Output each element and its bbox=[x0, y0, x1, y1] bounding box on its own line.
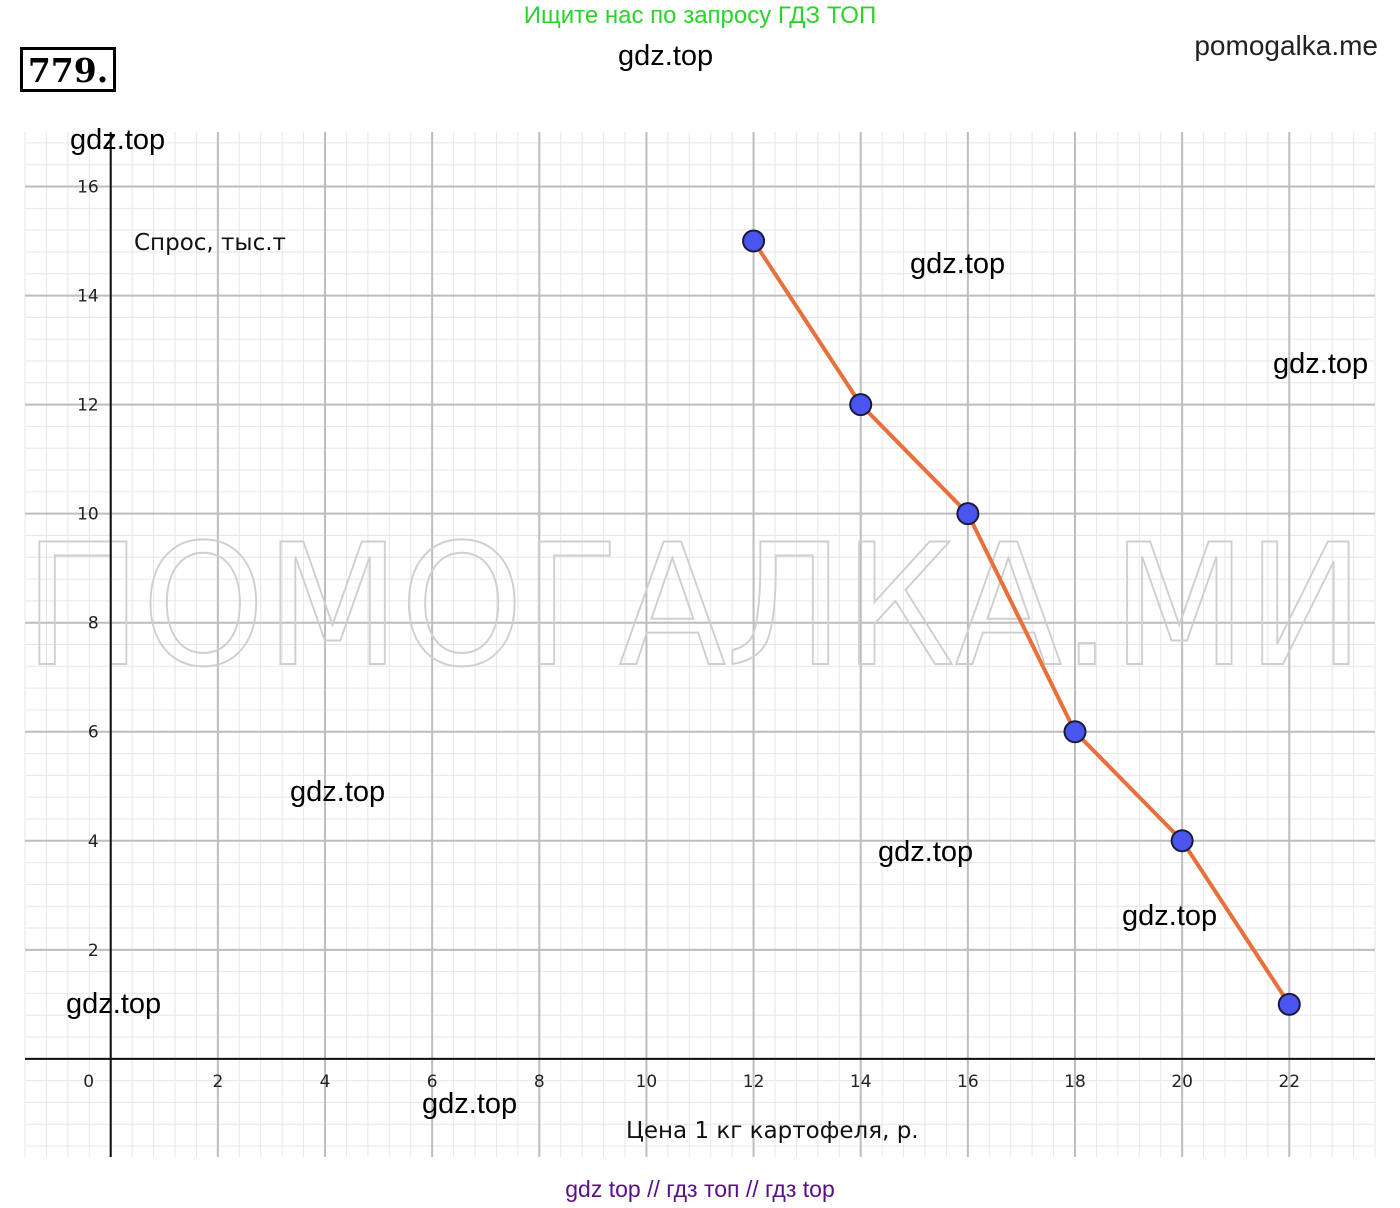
watermark-gdz: gdz.top bbox=[1273, 348, 1369, 380]
problem-number: 779. bbox=[20, 47, 116, 92]
axes bbox=[25, 132, 1375, 1157]
x-axis-title: Цена 1 кг картофеля, р. bbox=[626, 1118, 919, 1144]
series bbox=[742, 229, 1301, 1016]
data-point bbox=[849, 393, 873, 417]
series-line bbox=[751, 239, 1291, 1006]
watermark-gdz: gdz.top bbox=[878, 836, 974, 868]
x-tick-label: 18 bbox=[1064, 1072, 1086, 1092]
data-point bbox=[742, 229, 766, 253]
x-tick-label: 12 bbox=[743, 1072, 765, 1092]
x-tick-label: 14 bbox=[850, 1072, 872, 1092]
data-point bbox=[1170, 829, 1194, 853]
x-tick-label: 2 bbox=[212, 1072, 223, 1092]
y-tick-label: 2 bbox=[88, 941, 99, 961]
grid-minor bbox=[24, 132, 1376, 1157]
x-tick-label: 4 bbox=[320, 1072, 331, 1092]
x-tick-label: 16 bbox=[957, 1072, 979, 1092]
watermark-gdz: gdz.top bbox=[910, 248, 1006, 280]
y-tick-label: 14 bbox=[77, 287, 99, 307]
watermark-gdz: gdz.top bbox=[66, 988, 162, 1020]
y-axis-title: Спрос, тыс.т bbox=[134, 230, 286, 256]
footer-links: gdz top // гдз топ // гдз top bbox=[565, 1176, 835, 1202]
watermark-gdz: gdz.top bbox=[290, 776, 386, 808]
y-tick-label: 16 bbox=[77, 178, 99, 198]
watermark-gdz: gdz.top bbox=[70, 124, 166, 156]
y-tick-label: 12 bbox=[77, 396, 99, 416]
x-tick-label: 0 bbox=[83, 1072, 94, 1092]
big-watermark: ПОМОГАЛКА.МИ bbox=[23, 507, 1365, 705]
y-tick-label: 10 bbox=[77, 505, 99, 525]
x-tick-label: 8 bbox=[534, 1072, 545, 1092]
watermark-gdz: gdz.top bbox=[1122, 900, 1218, 932]
data-point bbox=[1063, 720, 1087, 744]
y-tick-label: 6 bbox=[88, 723, 99, 743]
y-tick-label: 4 bbox=[88, 832, 99, 852]
data-point bbox=[1277, 992, 1301, 1016]
site-name: pomogalka.me bbox=[1194, 30, 1378, 61]
x-tick-label: 10 bbox=[636, 1072, 658, 1092]
watermark-gdz: gdz.top bbox=[422, 1088, 518, 1120]
x-tick-label: 6 bbox=[427, 1072, 438, 1092]
y-tick-label: 8 bbox=[88, 614, 99, 634]
watermark-gdz: gdz.top bbox=[618, 40, 714, 72]
x-tick-label: 22 bbox=[1278, 1072, 1300, 1092]
x-tick-label: 20 bbox=[1171, 1072, 1193, 1092]
big-watermark-text: ПОМОГАЛКА.МИ bbox=[24, 508, 1364, 704]
promo-banner: Ищите нас по запросу ГДЗ ТОП bbox=[523, 2, 877, 29]
data-point bbox=[956, 502, 980, 526]
